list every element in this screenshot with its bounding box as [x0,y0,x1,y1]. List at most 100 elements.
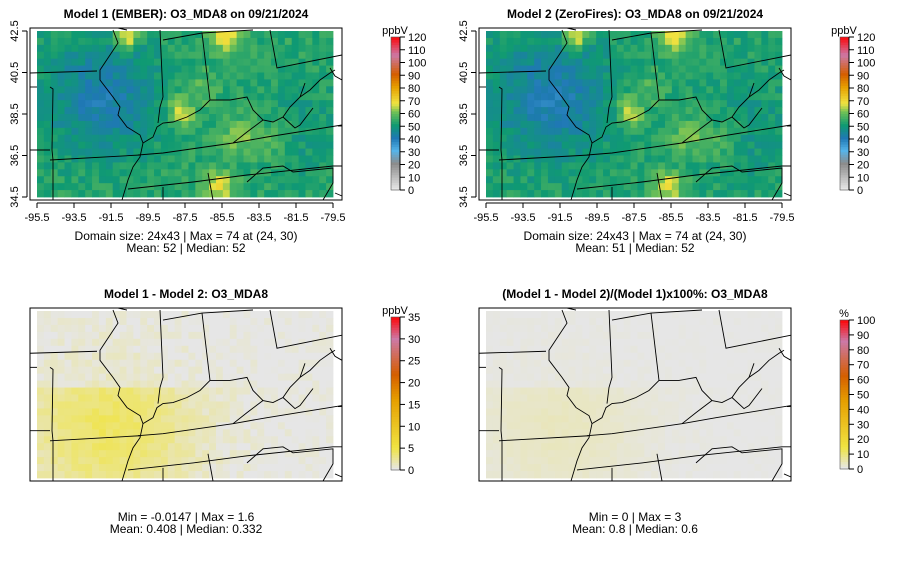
grid-cell [167,93,176,101]
grid-cell [492,58,501,66]
grid-cell [37,51,45,60]
grid-cell [568,352,576,361]
grid-cell [499,331,508,340]
grid-cell [71,37,79,46]
grid-cell [98,464,107,472]
grid-cell [105,183,114,191]
boundary-line [576,446,791,471]
grid-cell [43,471,52,479]
grid-cell [506,345,514,354]
grid-cell [589,190,597,198]
grid-cell [616,134,625,143]
grid-cell [264,457,272,465]
grid-cell [616,373,625,381]
grid-cell [98,162,107,170]
grid-cell [692,429,700,437]
grid-cell [575,120,583,129]
grid-cell [740,429,748,437]
grid-cell [547,380,556,388]
boundary-line [498,435,590,442]
grid-cell [733,352,742,361]
grid-cell [733,415,742,423]
grid-cell [706,436,714,444]
grid-cell [775,155,783,163]
grid-cell [754,436,762,444]
grid-cell [160,373,169,381]
grid-cell [692,37,700,46]
grid-cell [222,120,231,129]
grid-cell [720,394,728,402]
grid-cell [167,169,176,177]
grid-cell [78,443,86,451]
grid-cell [57,190,65,198]
grid-cell [92,415,100,423]
grid-cell [305,100,313,108]
grid-cell [768,134,776,143]
summary-stats: Mean: 0.408 | Median: 0.332 [110,522,263,536]
grid-cell [527,65,535,73]
grid-cell [726,338,735,347]
grid-cell [37,324,45,333]
grid-cell [713,134,721,143]
grid-cell [264,401,272,409]
grid-cell [112,429,120,437]
grid-cell [534,443,542,451]
grid-cell [188,338,196,347]
grid-cell [520,422,528,430]
grid-cell [78,359,86,368]
colorbar-segment [840,179,849,183]
grid-cell [506,338,514,347]
grid-cell [492,72,501,80]
grid-cell [37,443,45,451]
grid-cell [222,127,231,136]
boundary-line [269,29,343,69]
grid-cell [630,190,638,198]
grid-cell [623,471,631,479]
grid-cell [222,331,231,340]
grid-cell [486,31,494,39]
grid-cell [623,155,631,163]
grid-cell [630,65,638,73]
grid-cell [174,311,182,319]
grid-cell [264,107,272,115]
grid-cell [147,190,155,198]
grid-cell [202,93,210,101]
grid-cell [768,114,776,122]
grid-cell [506,141,514,149]
grid-cell [547,114,556,122]
grid-cell [222,422,231,430]
grid-cell [312,114,320,122]
grid-cell [37,373,45,381]
grid-cell [119,387,127,395]
grid-cell [733,114,742,122]
heatmap-cells [486,311,783,479]
grid-cell [623,176,631,184]
grid-cell [706,464,714,472]
grid-cell [499,401,508,409]
colorbar-segment [840,164,849,168]
grid-cell [733,134,742,143]
grid-cell [202,359,210,368]
heatmap-cells [37,311,334,479]
grid-cell [140,373,148,381]
grid-cell [768,352,776,361]
grid-cell [520,359,528,368]
grid-cell [664,366,673,375]
grid-cell [596,79,604,87]
colorbar-segment [840,429,849,433]
grid-cell [733,162,742,170]
grid-cell [78,86,86,94]
grid-cell [589,408,597,416]
grid-cell [167,415,176,423]
grid-cell [720,373,728,381]
state-boundaries [478,27,792,201]
grid-cell [92,394,100,402]
grid-cell [37,436,45,444]
grid-cell [547,134,556,143]
grid-cell [188,408,196,416]
grid-cell [630,141,638,149]
grid-cell [298,311,306,319]
grid-cell [726,155,735,163]
grid-cell [64,162,72,170]
grid-cell [105,359,114,368]
